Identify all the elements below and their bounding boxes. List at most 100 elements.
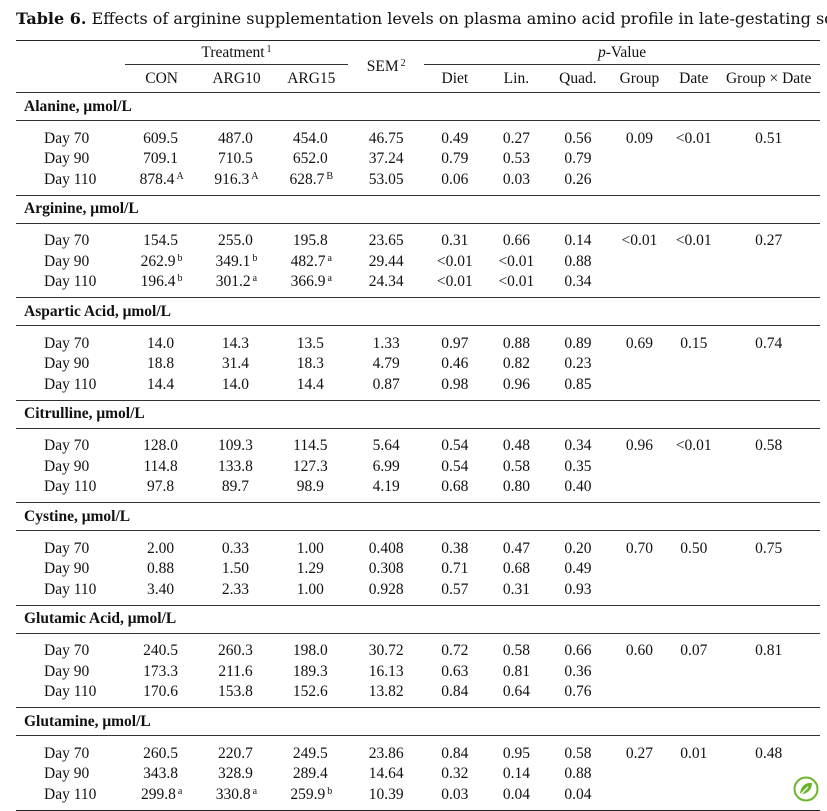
cell-sem: 16.13 (348, 660, 424, 681)
cell-quad: 0.20 (547, 531, 609, 558)
row-label: Day 70 (44, 539, 90, 557)
cell-value: 0.71 (441, 560, 469, 577)
cell-gxd (717, 455, 820, 476)
cell-date: <0.01 (670, 428, 717, 455)
cell-date: 0.01 (670, 736, 717, 763)
cell-date (670, 476, 717, 503)
cell-value: 0.88 (564, 765, 592, 782)
section-header-row: Glutamine, μmol/L (16, 708, 820, 736)
cell-date (670, 353, 717, 374)
cell-group: 0.96 (609, 428, 671, 455)
cell-value: 328.9 (218, 765, 253, 782)
cell-sem: 10.39 (348, 783, 424, 810)
cell-sem: 13.82 (348, 681, 424, 708)
cell-value: 0.79 (441, 150, 469, 167)
cell-group (609, 681, 671, 708)
cell-value: 14.0 (221, 375, 250, 393)
cell-lin: 0.88 (486, 326, 548, 353)
cell-value: 0.35 (564, 457, 592, 475)
cell-value: 0.34 (564, 273, 592, 290)
significance-letter: a (177, 785, 183, 797)
cell-value: 4.19 (372, 478, 400, 495)
col-header-arg10: ARG10 (212, 69, 261, 87)
cell-value: 260.5 (143, 744, 179, 762)
cell-group: 0.60 (609, 633, 671, 660)
cell-value: 0.27 (625, 744, 653, 762)
cell-value: 0.34 (564, 437, 592, 454)
cell-value: 0.98 (441, 375, 469, 393)
leaf-check-icon (793, 776, 819, 802)
cell-arg10: 153.8 (199, 681, 275, 708)
row-label: Day 90 (44, 662, 90, 680)
cell-value: 0.75 (755, 539, 783, 557)
cell-lin: 0.48 (486, 428, 548, 455)
cell-diet: 0.54 (424, 428, 486, 455)
section-header-row: Aspartic Acid, μmol/L (16, 298, 820, 326)
cell-arg15: 198.0 (274, 633, 348, 660)
cell-gxd (717, 168, 820, 195)
cell-value: 0.928 (368, 580, 404, 598)
cell-arg10: 349.1 b (199, 250, 275, 271)
cell-value: <0.01 (621, 232, 658, 249)
cell-arg15: 259.9 b (274, 783, 348, 810)
cell-arg15: 195.8 (274, 223, 348, 250)
cell-value: 170.6 (143, 683, 179, 700)
cell-value: 18.8 (147, 355, 175, 372)
cell-arg15: 18.3 (274, 353, 348, 374)
section-title: Glutamine, μmol/L (24, 712, 151, 730)
cell-value: 173.3 (143, 662, 179, 680)
cell-value: 133.8 (218, 457, 253, 475)
cell-sem: 53.05 (348, 168, 424, 195)
cell-value: 0.88 (147, 560, 175, 577)
cell-value: 98.9 (296, 478, 324, 495)
cell-date (670, 558, 717, 579)
cell-value: 0.49 (564, 560, 592, 577)
cell-arg10: 260.3 (199, 633, 275, 660)
cell-con: 114.8 (125, 455, 199, 476)
row-label: Day 90 (44, 457, 90, 475)
cell-value: 0.82 (502, 355, 530, 372)
cell-value: 0.56 (564, 129, 592, 147)
cell-diet: 0.46 (424, 353, 486, 374)
cell-value: 0.40 (564, 478, 592, 495)
cell-diet: 0.63 (424, 660, 486, 681)
cell-value: 0.96 (502, 375, 530, 393)
cell-value: 0.54 (441, 457, 469, 475)
cell-diet: 0.84 (424, 681, 486, 708)
cell-value: 0.63 (441, 662, 469, 680)
cell-date (670, 578, 717, 605)
cell-value: 13.5 (296, 334, 324, 352)
cell-diet: 0.38 (424, 531, 486, 558)
cell-lin: 0.80 (486, 476, 548, 503)
cell-diet: 0.03 (424, 783, 486, 810)
cell-value: 0.31 (441, 232, 469, 249)
cell-diet: 0.54 (424, 455, 486, 476)
cell-value: 1.29 (296, 560, 324, 577)
cell-gxd: 0.27 (717, 223, 820, 250)
cell-arg15: 14.4 (274, 373, 348, 400)
cell-value: 220.7 (218, 744, 253, 762)
col-header-date: Date (679, 69, 709, 87)
cell-value: 0.20 (564, 539, 592, 557)
cell-con: 878.4 A (125, 168, 199, 195)
cell-value: 211.6 (218, 662, 253, 680)
col-header-group: Group (619, 69, 660, 87)
cell-value: 198.0 (292, 642, 328, 659)
cell-value: 10.39 (368, 785, 404, 803)
cell-quad: 0.66 (547, 633, 609, 660)
cell-value: 0.27 (502, 129, 530, 147)
cell-con: 343.8 (125, 763, 199, 784)
section-title: Arginine, μmol/L (24, 200, 139, 217)
cell-sem: 24.34 (348, 271, 424, 298)
cell-quad: 0.58 (547, 736, 609, 763)
cell-date: 0.50 (670, 531, 717, 558)
row-label: Day 70 (44, 334, 90, 352)
cell-quad: 0.56 (547, 121, 609, 148)
cell-quad: 0.40 (547, 476, 609, 503)
cell-gxd (717, 353, 820, 374)
cell-value: 628.7 (289, 170, 325, 188)
cell-quad: 0.36 (547, 660, 609, 681)
cell-value: 37.24 (368, 150, 404, 167)
cell-diet: 0.06 (424, 168, 486, 195)
cell-value: <0.01 (675, 129, 712, 147)
